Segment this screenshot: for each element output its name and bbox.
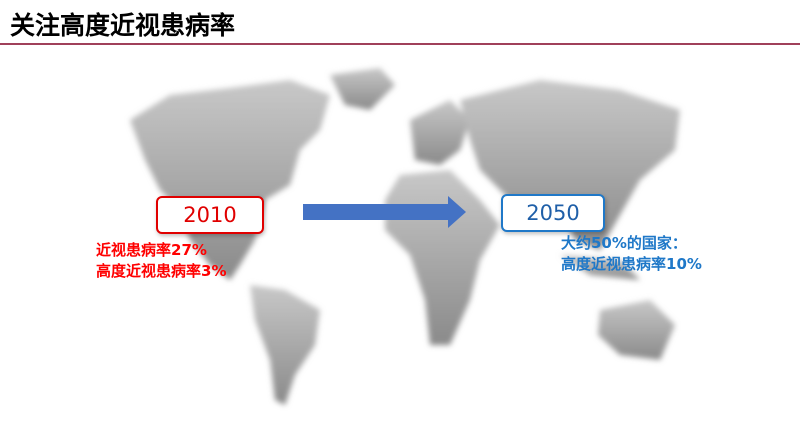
australia bbox=[598, 300, 675, 360]
2010-stats: 近视患病率27% 高度近视患病率3% bbox=[96, 240, 226, 282]
asia bbox=[460, 80, 680, 250]
countries-share-2050: 大约50%的国家： bbox=[561, 234, 687, 252]
title-divider bbox=[0, 43, 800, 45]
slide-title: 关注高度近视患病率 bbox=[10, 11, 236, 40]
north-america bbox=[130, 80, 330, 280]
indonesia bbox=[560, 255, 640, 280]
europe bbox=[410, 100, 470, 165]
high-myopia-rate-2050: 高度近视患病率10% bbox=[561, 255, 702, 273]
year-2010-box: 2010 bbox=[156, 196, 264, 234]
high-myopia-rate-2010: 高度近视患病率3% bbox=[96, 262, 227, 280]
myopia-rate-2010: 近视患病率27% bbox=[96, 241, 207, 259]
year-2050-box: 2050 bbox=[501, 194, 605, 232]
greenland bbox=[330, 68, 395, 110]
south-america bbox=[250, 285, 320, 405]
2050-stats: 大约50%的国家： 高度近视患病率10% bbox=[561, 233, 702, 275]
arrow-right-icon bbox=[303, 196, 466, 228]
